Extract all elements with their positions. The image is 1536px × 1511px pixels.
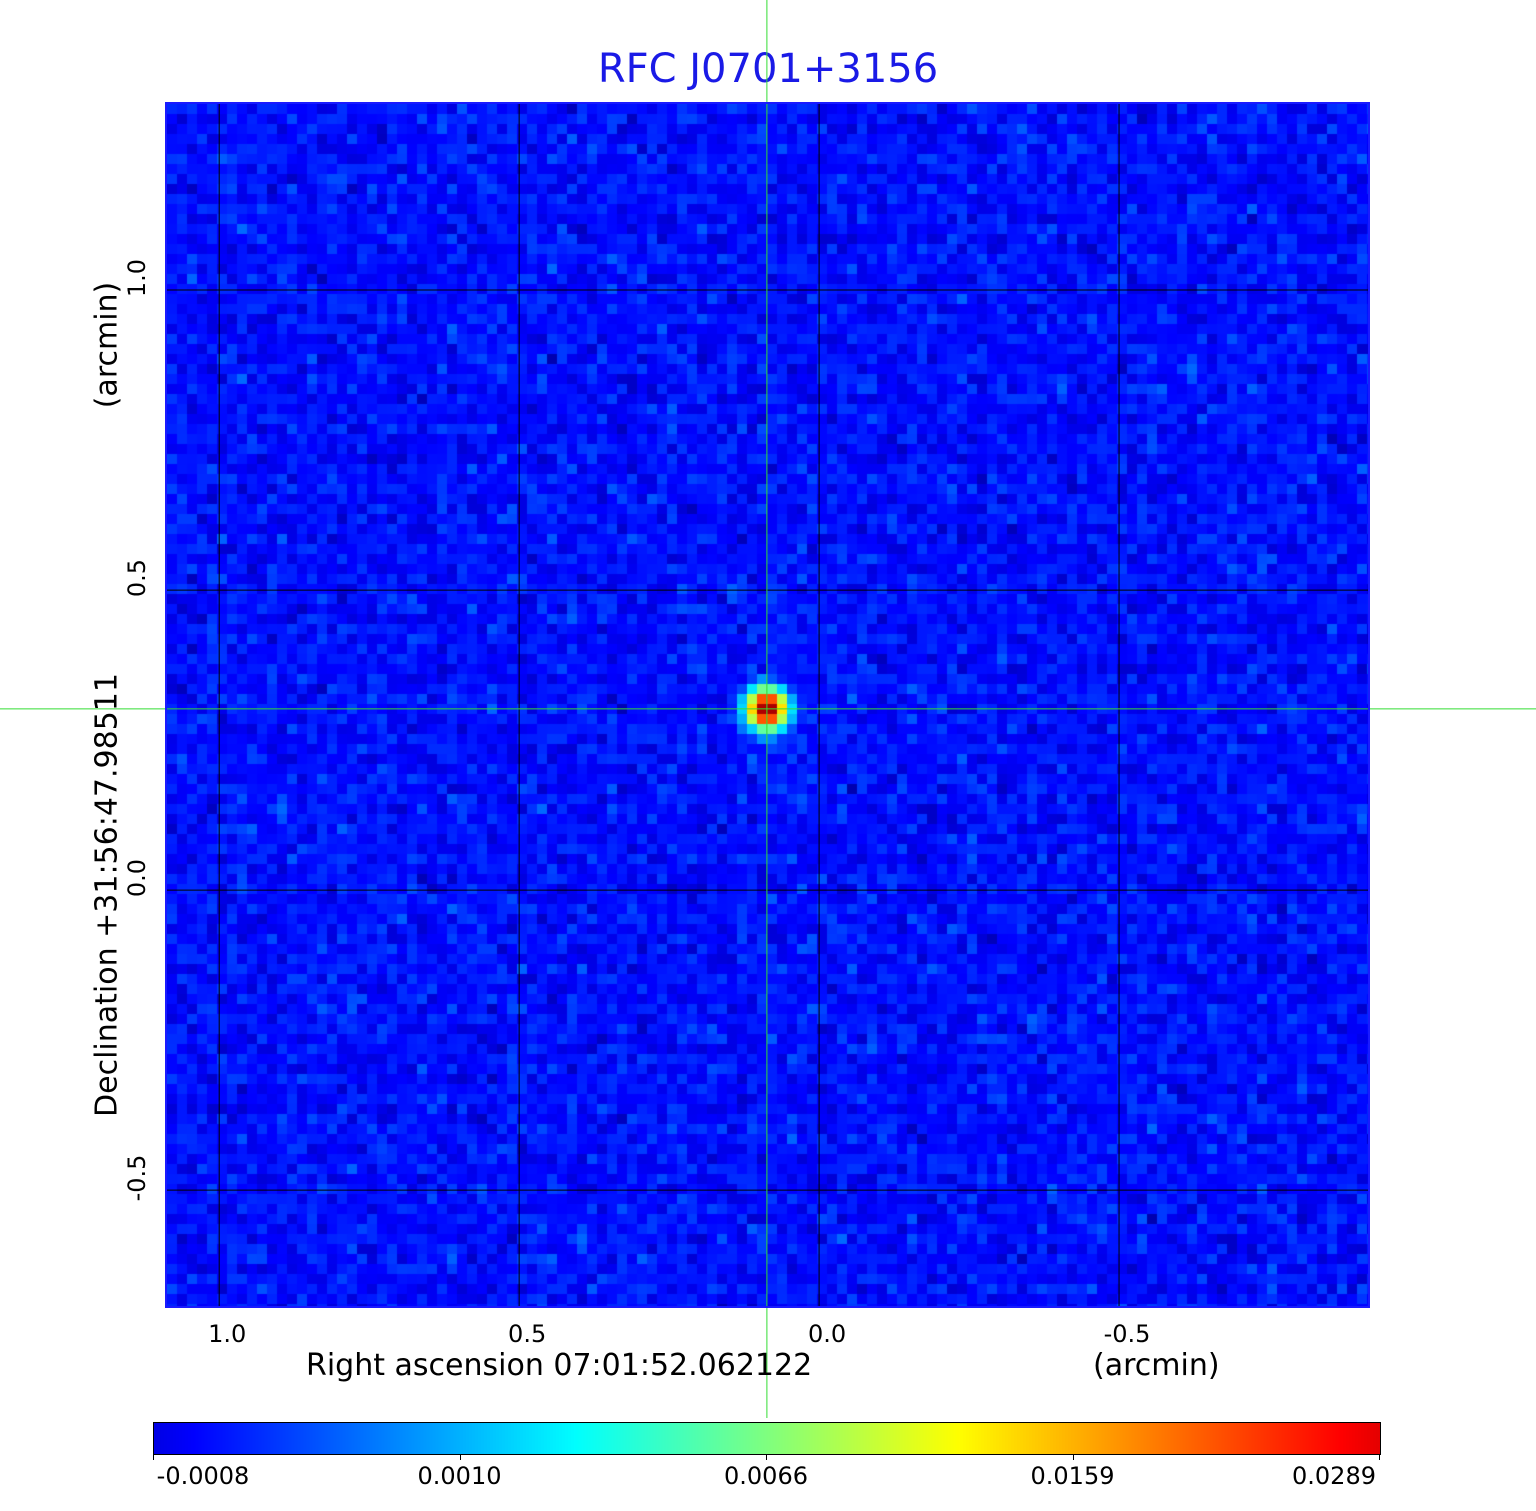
y-axis-unit: (arcmin) <box>89 281 125 409</box>
x-tick-label: 0.0 <box>807 1320 847 1348</box>
x-tick-label: 0.5 <box>508 1320 547 1348</box>
y-axis-label: Declination +31:56:47.98511 <box>89 673 125 1117</box>
colorbar-tick-label: 0.0066 <box>724 1462 808 1490</box>
image-heatmap[interactable] <box>167 104 1368 1306</box>
colorbar-tick <box>153 1454 154 1460</box>
colorbar-tick <box>1072 1454 1074 1460</box>
x-axis-label: Right ascension 07:01:52.062122 <box>306 1348 813 1383</box>
plot-frame <box>165 102 1370 1308</box>
colorbar-tick-label: 0.0159 <box>1030 1462 1115 1490</box>
colorbar-tick-label: 0.0289 <box>1292 1462 1376 1490</box>
colorbar-tick <box>766 1454 767 1460</box>
colorbar-tick-label: 0.0010 <box>417 1462 502 1490</box>
colorbar-tick-label: -0.0008 <box>156 1462 250 1490</box>
y-tick-label: 0.5 <box>123 558 151 598</box>
colorbar <box>153 1422 1381 1455</box>
colorbar-tick <box>459 1454 461 1460</box>
y-tick-label: 1.0 <box>123 258 151 298</box>
x-axis-unit: (arcmin) <box>1093 1348 1220 1383</box>
chart-title: RFC J0701+3156 <box>597 46 939 92</box>
x-tick-label: -0.5 <box>1103 1320 1151 1348</box>
y-tick-label: -0.5 <box>123 1154 151 1202</box>
y-tick-label: 0.0 <box>123 859 151 898</box>
colorbar-tick <box>1379 1454 1380 1460</box>
x-tick-label: 1.0 <box>208 1320 247 1348</box>
